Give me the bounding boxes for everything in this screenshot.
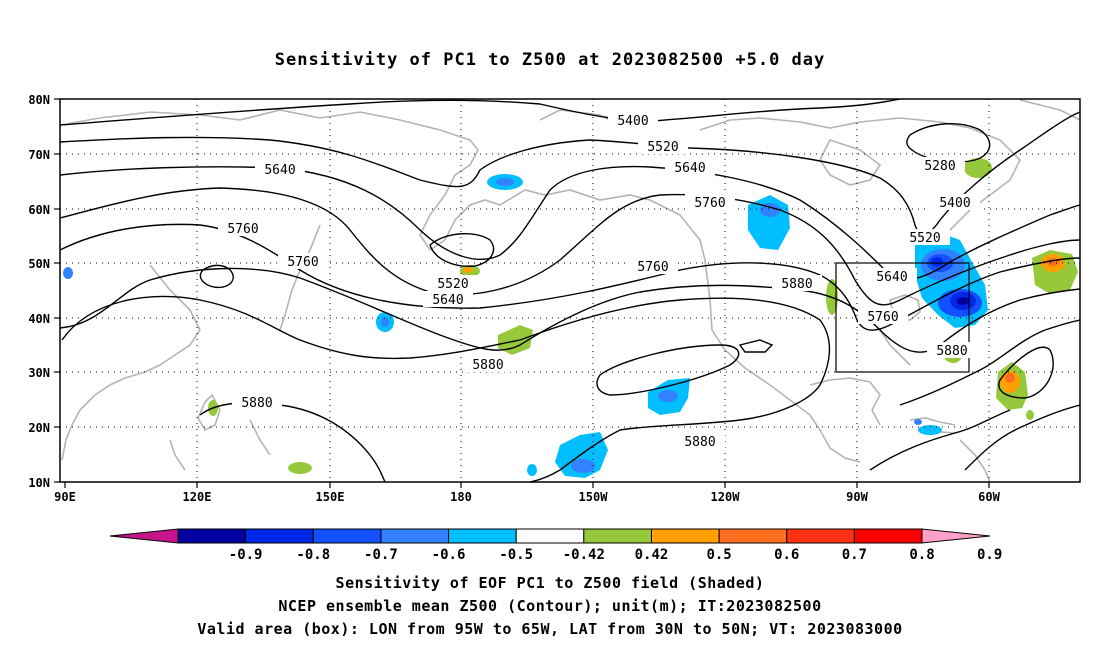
colorbar-label: -0.5	[499, 547, 533, 563]
colorbar-label: -0.8	[296, 547, 330, 563]
contour-label-5760: 5760	[637, 260, 668, 275]
contour-label-5520: 5520	[909, 231, 940, 246]
colorbar-swatch	[786, 528, 855, 544]
contour-label-5880: 5880	[781, 277, 812, 292]
contour-label-5880: 5880	[472, 358, 503, 373]
graticule	[60, 99, 1080, 482]
colorbar-swatch	[718, 528, 788, 544]
lat-label: 20N	[28, 421, 50, 435]
contour-label-5520: 5520	[437, 277, 468, 292]
colorbar: -0.9 -0.8 -0.7 -0.6 -0.5 -0.42 0.42 0.5 0.6 0.7 0.…	[109, 528, 1002, 563]
contour-label-5400: 5400	[617, 114, 648, 129]
lon-label: 90W	[846, 490, 868, 504]
contour-label-5640: 5640	[432, 293, 463, 308]
lon-label: 150E	[316, 490, 345, 504]
colorbar-arrow-high	[921, 528, 991, 544]
lon-label: 180	[450, 490, 472, 504]
valid-area-box	[835, 262, 970, 373]
colorbar-label: -0.42	[563, 547, 605, 563]
contour-label-5280: 5280	[924, 159, 955, 174]
map-area: 5400 5520 5640 5640 5760 5760 5520 5640 …	[60, 99, 1080, 482]
colorbar-label: -0.9	[229, 547, 263, 563]
longitude-labels: 90E 120E 150E 180 150W 120W 90W 60W	[54, 490, 1000, 504]
contour-label-5640: 5640	[674, 161, 705, 176]
lat-label: 80N	[28, 93, 50, 107]
contour-label-5640: 5640	[876, 270, 907, 285]
colorbar-swatch	[245, 528, 314, 544]
contour-label-5520: 5520	[647, 140, 678, 155]
colorbar-swatch	[853, 528, 923, 544]
contour-label-5400: 5400	[939, 196, 970, 211]
lat-label: 70N	[28, 148, 50, 162]
colorbar-swatch	[177, 528, 247, 544]
lat-label: 60N	[28, 203, 50, 217]
contour-label-5640: 5640	[264, 163, 295, 178]
contour-label-5880: 5880	[936, 344, 967, 359]
colorbar-label: 0.5	[706, 547, 731, 563]
colorbar-label: -0.6	[432, 547, 466, 563]
sensitivity-shading	[63, 158, 1078, 478]
contour-label-5760: 5760	[867, 310, 898, 325]
contour-label-5880: 5880	[684, 435, 715, 450]
colorbar-swatch	[312, 528, 382, 544]
lon-label: 90E	[54, 490, 76, 504]
colorbar-swatch	[515, 528, 585, 544]
colorbar-swatch	[650, 528, 720, 544]
latitude-labels: 80N 70N 60N 50N 40N 30N 20N 10N	[28, 93, 50, 490]
colorbar-swatch	[380, 528, 450, 544]
lat-label: 40N	[28, 312, 50, 326]
axis-ticks	[54, 98, 990, 488]
lon-label: 120W	[711, 490, 741, 504]
colorbar-swatch	[448, 528, 517, 544]
caption-valid-area: Valid area (box): LON from 95W to 65W, L…	[197, 620, 903, 638]
caption-contour: NCEP ensemble mean Z500 (Contour); unit(…	[278, 597, 822, 615]
lon-label: 60W	[978, 490, 1000, 504]
contour-labels: 5400 5520 5640 5640 5760 5760 5520 5640 …	[218, 112, 980, 450]
colorbar-label: 0.9	[977, 547, 1002, 563]
colorbar-label: 0.8	[909, 547, 934, 563]
colorbar-label: -0.7	[364, 547, 398, 563]
colorbar-label: 0.7	[842, 547, 867, 563]
colorbar-label: 0.42	[635, 547, 669, 563]
lat-label: 50N	[28, 257, 50, 271]
colorbar-arrow-low	[109, 528, 179, 544]
lon-label: 150W	[579, 490, 609, 504]
map-title: Sensitivity of PC1 to Z500 at 2023082500…	[274, 50, 826, 70]
caption-shaded: Sensitivity of EOF PC1 to Z500 field (Sh…	[335, 574, 765, 592]
lat-label: 10N	[28, 476, 50, 490]
contour-label-5760: 5760	[287, 255, 318, 270]
contour-label-5880: 5880	[241, 396, 272, 411]
lat-label: 30N	[28, 366, 50, 380]
lon-label: 120E	[183, 490, 212, 504]
coastlines	[60, 99, 1080, 482]
colorbar-label: 0.6	[774, 547, 799, 563]
contour-label-5760: 5760	[227, 222, 258, 237]
colorbar-swatch	[583, 528, 652, 544]
contour-label-5760: 5760	[694, 196, 725, 211]
map-frame	[59, 98, 1081, 483]
